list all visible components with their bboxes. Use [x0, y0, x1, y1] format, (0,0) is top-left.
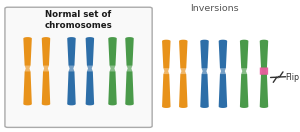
FancyBboxPatch shape [24, 65, 31, 72]
FancyBboxPatch shape [42, 65, 50, 72]
FancyBboxPatch shape [179, 68, 187, 74]
Polygon shape [179, 40, 188, 108]
Text: Flip: Flip [286, 73, 300, 82]
FancyBboxPatch shape [86, 65, 94, 72]
Polygon shape [240, 40, 248, 108]
Polygon shape [162, 40, 170, 108]
FancyBboxPatch shape [163, 68, 170, 74]
Polygon shape [200, 40, 209, 108]
Polygon shape [260, 40, 268, 108]
FancyBboxPatch shape [201, 68, 208, 74]
Polygon shape [108, 37, 117, 105]
FancyBboxPatch shape [260, 67, 268, 75]
Polygon shape [125, 37, 134, 105]
FancyBboxPatch shape [219, 68, 227, 74]
FancyBboxPatch shape [5, 7, 152, 127]
Polygon shape [42, 37, 50, 105]
Polygon shape [23, 37, 32, 105]
FancyBboxPatch shape [109, 65, 116, 72]
Polygon shape [67, 37, 76, 105]
FancyBboxPatch shape [68, 65, 75, 72]
Text: Normal set of
chromosomes: Normal set of chromosomes [45, 10, 112, 30]
Polygon shape [85, 37, 94, 105]
FancyBboxPatch shape [126, 65, 133, 72]
FancyBboxPatch shape [240, 68, 248, 74]
Polygon shape [219, 40, 227, 108]
FancyBboxPatch shape [260, 68, 268, 74]
Text: Inversions: Inversions [190, 4, 239, 13]
